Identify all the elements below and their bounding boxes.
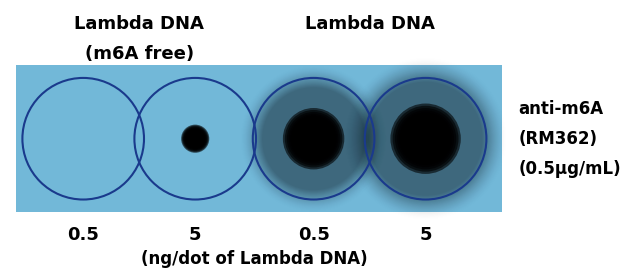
- Text: 5: 5: [419, 226, 432, 244]
- Ellipse shape: [404, 117, 447, 160]
- Ellipse shape: [395, 108, 456, 169]
- Text: 0.5: 0.5: [67, 226, 99, 244]
- Ellipse shape: [307, 132, 321, 146]
- Text: Lambda DNA: Lambda DNA: [305, 15, 435, 33]
- Ellipse shape: [295, 120, 332, 157]
- Ellipse shape: [287, 112, 340, 165]
- Ellipse shape: [188, 132, 202, 146]
- Ellipse shape: [301, 126, 326, 152]
- Ellipse shape: [186, 129, 205, 148]
- Ellipse shape: [397, 110, 454, 167]
- Ellipse shape: [188, 131, 203, 146]
- Ellipse shape: [194, 137, 196, 140]
- Ellipse shape: [390, 104, 461, 174]
- Ellipse shape: [303, 128, 324, 150]
- Text: (m6A free): (m6A free): [84, 45, 194, 63]
- Ellipse shape: [305, 130, 323, 148]
- Ellipse shape: [297, 122, 330, 156]
- Ellipse shape: [182, 126, 209, 152]
- Ellipse shape: [402, 115, 449, 163]
- Ellipse shape: [186, 130, 204, 147]
- Ellipse shape: [185, 128, 205, 149]
- Ellipse shape: [292, 118, 335, 160]
- Ellipse shape: [399, 113, 452, 165]
- Ellipse shape: [413, 126, 438, 151]
- Ellipse shape: [193, 136, 198, 141]
- Ellipse shape: [420, 133, 431, 144]
- Ellipse shape: [408, 122, 443, 156]
- Text: (RM362): (RM362): [518, 130, 597, 148]
- Ellipse shape: [191, 135, 199, 143]
- Bar: [16, 65, 502, 212]
- Ellipse shape: [289, 114, 339, 163]
- Text: anti-m6A: anti-m6A: [518, 100, 604, 118]
- Ellipse shape: [417, 131, 434, 147]
- Ellipse shape: [283, 108, 344, 169]
- Ellipse shape: [415, 128, 436, 149]
- Ellipse shape: [422, 135, 429, 142]
- Ellipse shape: [411, 124, 440, 154]
- Ellipse shape: [181, 125, 209, 153]
- Ellipse shape: [299, 124, 328, 154]
- Ellipse shape: [285, 110, 342, 168]
- Ellipse shape: [308, 134, 319, 144]
- Text: 0.5: 0.5: [298, 226, 330, 244]
- Ellipse shape: [183, 126, 207, 151]
- Ellipse shape: [310, 136, 317, 142]
- Ellipse shape: [190, 134, 200, 144]
- Ellipse shape: [291, 116, 337, 162]
- Ellipse shape: [192, 135, 198, 142]
- Text: (ng/dot of Lambda DNA): (ng/dot of Lambda DNA): [141, 250, 368, 268]
- Text: 5: 5: [189, 226, 202, 244]
- Ellipse shape: [393, 106, 458, 172]
- Ellipse shape: [406, 119, 445, 158]
- Text: (0.5μg/mL): (0.5μg/mL): [518, 160, 621, 178]
- Ellipse shape: [184, 127, 207, 150]
- Text: Lambda DNA: Lambda DNA: [74, 15, 204, 33]
- Ellipse shape: [189, 133, 201, 145]
